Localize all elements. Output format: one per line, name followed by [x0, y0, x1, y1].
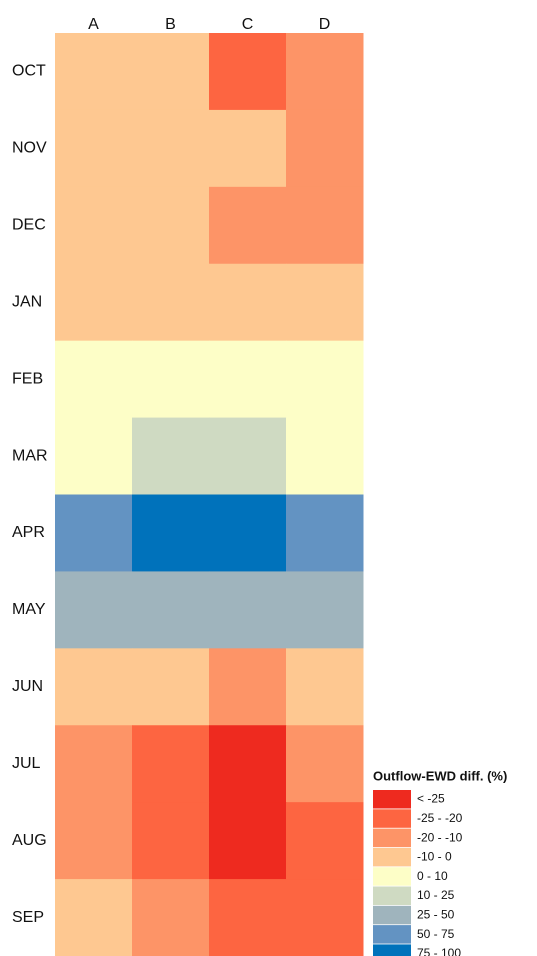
heatmap-cell	[55, 494, 133, 572]
heatmap-cell	[132, 648, 210, 726]
legend-label: 10 - 25	[417, 888, 455, 902]
heatmap-cell	[286, 33, 364, 111]
heatmap-cell	[209, 33, 287, 111]
column-label: B	[165, 16, 176, 33]
heatmap-cell	[132, 186, 210, 265]
heatmap-cell	[55, 109, 133, 188]
heatmap-cell	[209, 417, 287, 495]
legend-swatch	[373, 925, 411, 944]
heatmap-cell	[209, 494, 287, 572]
legend-label: 50 - 75	[417, 927, 455, 941]
heatmap-cell	[209, 802, 287, 880]
heatmap-cell	[209, 879, 287, 956]
heatmap-cell	[209, 571, 287, 649]
legend-label: 75 - 100	[417, 946, 461, 956]
row-label: DEC	[12, 217, 46, 234]
heatmap-cell	[286, 802, 364, 880]
heatmap-cell	[132, 571, 210, 649]
legend-swatch	[373, 790, 411, 809]
heatmap-cell	[55, 263, 133, 342]
heatmap-cell	[55, 417, 133, 495]
heatmap-cell	[286, 109, 364, 188]
heatmap-cell	[286, 571, 364, 649]
heatmap-cell	[209, 109, 287, 188]
row-label: AUG	[12, 832, 47, 849]
heatmap-cell	[132, 802, 210, 880]
heatmap-cell	[132, 725, 210, 803]
heatmap-cell	[209, 725, 287, 803]
heatmap-cell	[55, 571, 133, 649]
legend-swatch	[373, 905, 411, 925]
heatmap-cell	[55, 725, 133, 803]
legend-swatch	[373, 944, 411, 956]
heatmap-cell	[55, 186, 133, 265]
legend-label: -25 - -20	[417, 811, 463, 825]
heatmap-cell	[209, 186, 287, 265]
heatmap-cell	[286, 725, 364, 803]
heatmap-cell	[55, 648, 133, 726]
heatmap-cell	[209, 263, 287, 342]
legend-swatch	[373, 847, 411, 867]
legend-label: < -25	[417, 792, 445, 806]
row-label: APR	[12, 524, 45, 541]
legend-label: -20 - -10	[417, 830, 463, 844]
legend-swatch	[373, 828, 411, 848]
heatmap-cell	[132, 340, 210, 419]
heatmap-cell	[286, 340, 364, 419]
row-label: MAY	[12, 601, 46, 618]
legend-label: -10 - 0	[417, 850, 452, 864]
heatmap-cell	[55, 802, 133, 880]
heatmap-cell	[286, 186, 364, 265]
row-label: SEP	[12, 909, 44, 926]
column-label: D	[319, 16, 331, 33]
legend-label: 0 - 10	[417, 869, 448, 883]
heatmap-cell	[55, 340, 133, 419]
heatmap-cell	[209, 648, 287, 726]
heatmap-cell	[286, 648, 364, 726]
row-label: JAN	[12, 293, 42, 310]
heatmap-cell	[286, 879, 364, 956]
heatmap-cell	[132, 33, 210, 111]
legend-label: 25 - 50	[417, 907, 455, 921]
heatmap-cell	[286, 494, 364, 572]
legend-swatch	[373, 886, 411, 905]
column-label: A	[88, 16, 99, 33]
heatmap-cell	[132, 263, 210, 342]
heatmap-cell	[286, 417, 364, 495]
column-label: C	[242, 16, 254, 33]
heatmap-cell	[132, 417, 210, 495]
heatmap-cell	[132, 109, 210, 188]
heatmap-cell	[286, 263, 364, 342]
heatmap-cell	[55, 33, 133, 111]
row-label: JUL	[12, 755, 41, 772]
row-label: NOV	[12, 140, 47, 157]
heatmap-cell	[209, 340, 287, 419]
heatmap-cell	[132, 879, 210, 956]
row-label: FEB	[12, 370, 43, 387]
row-label: MAR	[12, 447, 48, 464]
row-label: OCT	[12, 63, 46, 80]
heatmap-cell	[55, 879, 133, 956]
row-label: JUN	[12, 678, 43, 695]
legend-title: Outflow-EWD diff. (%)	[373, 768, 507, 783]
legend-swatch	[373, 867, 411, 886]
legend-swatch	[373, 809, 411, 828]
heatmap-cell	[132, 494, 210, 572]
